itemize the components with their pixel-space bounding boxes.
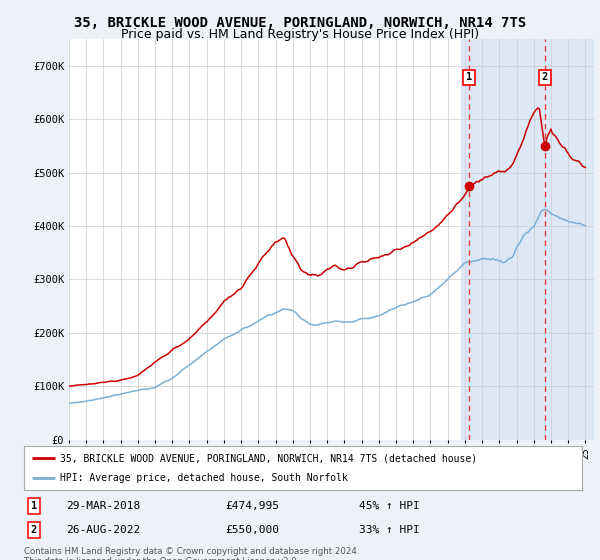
Text: 33% ↑ HPI: 33% ↑ HPI bbox=[359, 525, 419, 535]
Text: 1: 1 bbox=[31, 501, 37, 511]
Text: 35, BRICKLE WOOD AVENUE, PORINGLAND, NORWICH, NR14 7TS (detached house): 35, BRICKLE WOOD AVENUE, PORINGLAND, NOR… bbox=[60, 453, 478, 463]
Text: £474,995: £474,995 bbox=[225, 501, 279, 511]
Bar bbox=[461, 39, 594, 440]
Text: 35, BRICKLE WOOD AVENUE, PORINGLAND, NORWICH, NR14 7TS: 35, BRICKLE WOOD AVENUE, PORINGLAND, NOR… bbox=[74, 16, 526, 30]
Text: 1: 1 bbox=[466, 72, 472, 82]
Text: 29-MAR-2018: 29-MAR-2018 bbox=[66, 501, 140, 511]
Text: Price paid vs. HM Land Registry's House Price Index (HPI): Price paid vs. HM Land Registry's House … bbox=[121, 28, 479, 41]
Text: Contains HM Land Registry data © Crown copyright and database right 2024.
This d: Contains HM Land Registry data © Crown c… bbox=[24, 547, 359, 560]
Text: HPI: Average price, detached house, South Norfolk: HPI: Average price, detached house, Sout… bbox=[60, 473, 348, 483]
Text: 26-AUG-2022: 26-AUG-2022 bbox=[66, 525, 140, 535]
Text: 45% ↑ HPI: 45% ↑ HPI bbox=[359, 501, 419, 511]
Text: 2: 2 bbox=[31, 525, 37, 535]
Text: 2: 2 bbox=[542, 72, 548, 82]
Text: £550,000: £550,000 bbox=[225, 525, 279, 535]
